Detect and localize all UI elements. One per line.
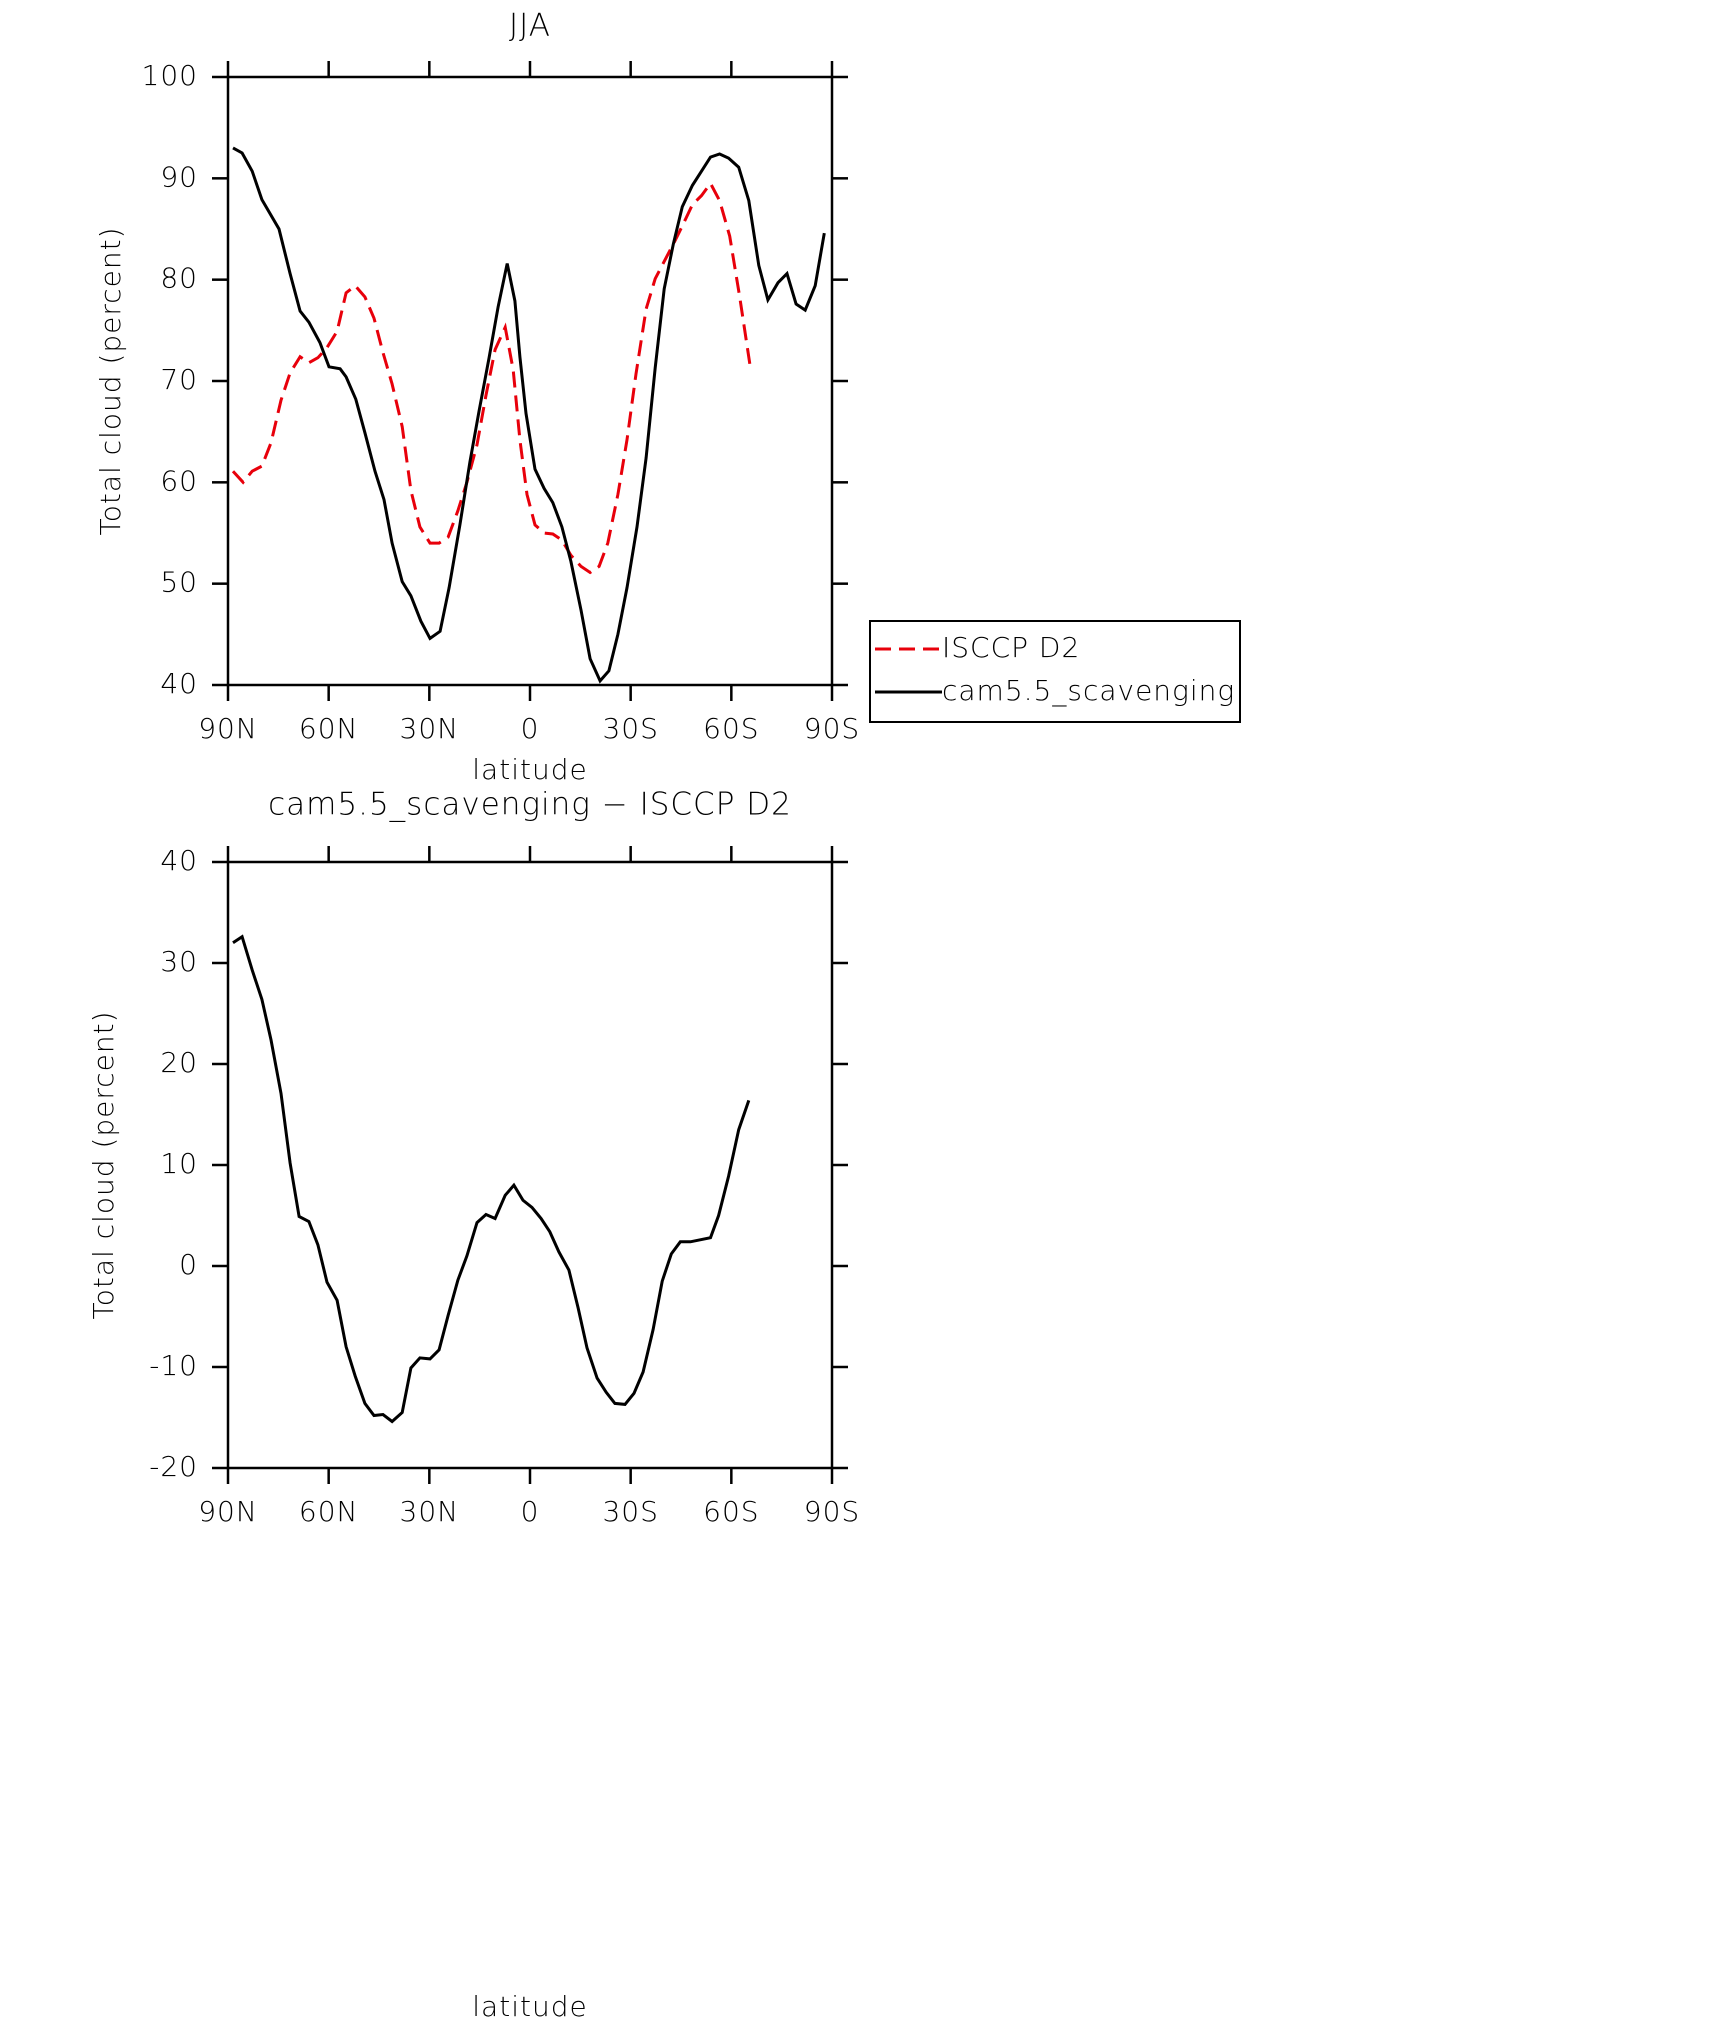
chart-title: cam5.5_scavenging − ISCCP D2 (268, 787, 792, 823)
x-tick-label: 60N (299, 712, 359, 745)
y-tick-label: 60 (160, 464, 198, 497)
x-tick-label: 30N (400, 1495, 460, 1528)
y-tick-label: 40 (160, 667, 198, 700)
x-tick-label: 0 (521, 712, 540, 745)
y-tick-label: 50 (160, 566, 198, 599)
y-tick-label: 30 (160, 945, 198, 978)
y-tick-label: 100 (142, 59, 198, 92)
x-tick-label: 90S (804, 1495, 860, 1528)
y-tick-label: 70 (160, 363, 198, 396)
x-tick-label: 60S (703, 1495, 759, 1528)
x-tick-label: 30S (602, 1495, 658, 1528)
plot-frame (226, 860, 834, 1470)
legend-box (869, 620, 1241, 723)
y-tick-label: 90 (160, 160, 198, 193)
x-axis-label: latitude (472, 753, 587, 786)
y-tick-label: -20 (149, 1450, 198, 1483)
x-tick-label: 30S (602, 712, 658, 745)
data-line (232, 934, 751, 1424)
x-axis-label: latitude (472, 1990, 587, 2021)
legend-label: cam5.5_scavenging (942, 674, 1235, 708)
x-tick-label: 90S (804, 712, 860, 745)
data-line (232, 146, 826, 684)
y-tick-label: 40 (160, 844, 198, 877)
x-tick-label: 90N (198, 712, 258, 745)
y-tick-label: 80 (160, 262, 198, 295)
y-axis-label: Total cloud (percent) (87, 1010, 120, 1319)
x-tick-label: 60N (299, 1495, 359, 1528)
y-tick-label: 20 (160, 1046, 198, 1079)
data-line (231, 180, 752, 575)
x-tick-label: 30N (400, 712, 460, 745)
chart-title: JJA (509, 8, 551, 44)
legend-label: ISCCP D2 (942, 631, 1080, 664)
y-axis-label: Total cloud (percent) (94, 226, 127, 535)
y-tick-label: 10 (160, 1147, 198, 1180)
plot-frame (226, 75, 834, 687)
y-tick-label: -10 (149, 1349, 198, 1382)
x-tick-label: 90N (198, 1495, 258, 1528)
x-tick-label: 0 (521, 1495, 540, 1528)
x-tick-label: 60S (703, 712, 759, 745)
y-tick-label: 0 (179, 1248, 198, 1281)
